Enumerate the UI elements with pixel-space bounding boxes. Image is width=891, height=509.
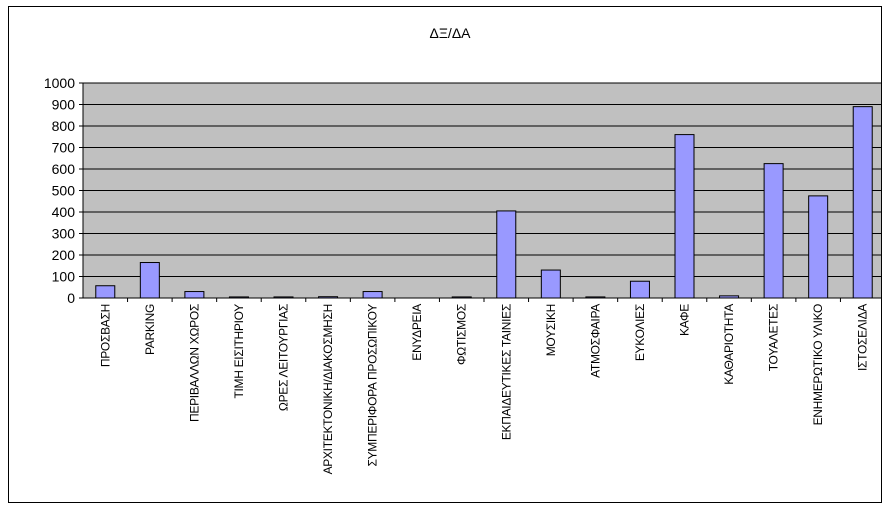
bar [228, 296, 249, 299]
bar [808, 195, 829, 299]
y-tick-label: 700 [52, 140, 76, 156]
bar [763, 163, 784, 299]
y-tick-label: 1000 [44, 75, 75, 91]
bar [719, 295, 740, 299]
y-tick-label: 100 [52, 269, 76, 285]
x-tick-label: ΕΝΥΔΡΕΙΑ [410, 304, 424, 361]
x-tick-label: ΚΑΘΑΡΙΟΤΗΤΑ [722, 304, 736, 385]
y-tick-label: 300 [52, 226, 76, 242]
bar [585, 296, 606, 299]
x-tick-label: ΙΣΤΟΣΕΛΙΔΑ [856, 304, 870, 371]
chart-title: ΔΞ/ΔΑ [429, 25, 471, 41]
x-tick-label: ΕΥΚΟΛΙΕΣ [633, 304, 647, 361]
x-tick-label: ΣΥΜΠΕΡΙΦΟΡΑ ΠΡΟΣΩΠΙΚΟΥ [366, 304, 380, 467]
x-tick-label: ΕΚΠΑΙΔΕΥΤΙΚΕΣ ΤΑΙΝΙΕΣ [499, 304, 513, 440]
bar [139, 262, 160, 299]
x-tick-label: ΩΡΕΣ ΛΕΙΤΟΥΡΓΙΑΣ [277, 304, 291, 411]
bar [451, 296, 472, 299]
bar [95, 285, 116, 299]
bar [496, 210, 517, 299]
bar-chart: ΔΞ/ΔΑ 0 100 200 300 400 500 600 700 800 900 1000 ΠΡ… [44, 25, 881, 474]
x-tick-label: ΑΤΜΟΣΦΑΙΡΑ [588, 304, 602, 378]
x-tick-label: ΦΩΤΙΣΜΟΣ [455, 304, 469, 365]
bar [318, 296, 339, 299]
x-tick-label: PARKING [143, 304, 157, 355]
x-tick-label: ΠΡΟΣΒΑΣΗ [98, 304, 112, 367]
bar [629, 280, 650, 299]
y-tick-label: 200 [52, 247, 76, 263]
x-tick-label: ΤΙΜΗ ΕΙΣΙΤΗΡΙΟΥ [232, 304, 246, 399]
y-tick-label: 800 [52, 118, 76, 134]
bar [362, 291, 383, 299]
x-tick-label: ΚΑΦΕ [678, 304, 692, 336]
x-tick-label: ΜΟΥΣΙΚΗ [544, 304, 558, 356]
x-tick-label: ΤΟΥΑΛΕΤΕΣ [767, 304, 781, 371]
chart-frame: ΔΞ/ΔΑ 0 100 200 300 400 500 600 700 800 900 1000 ΠΡ… [8, 6, 882, 503]
x-tick-label: ΠΕΡΙΒΑΛΛΩΝ ΧΩΡΟΣ [187, 304, 201, 422]
x-tick-label: ΑΡΧΙΤΕΚΤΟΝΙΚΗ/ΔΙΑΚΟΣΜΗΣΗ [321, 304, 335, 474]
y-tick-label: 0 [67, 290, 75, 306]
y-tick-label: 900 [52, 97, 76, 113]
y-tick-label: 600 [52, 161, 76, 177]
y-tick-label: 400 [52, 204, 76, 220]
y-tick-label: 500 [52, 183, 76, 199]
bar [852, 106, 873, 299]
bar [674, 134, 695, 299]
bar [184, 291, 205, 299]
bar [273, 296, 294, 299]
x-tick-label: ΕΝΗΜΕΡΩΤΙΚΟ ΥΛΙΚΟ [811, 304, 825, 425]
bar [540, 269, 561, 299]
